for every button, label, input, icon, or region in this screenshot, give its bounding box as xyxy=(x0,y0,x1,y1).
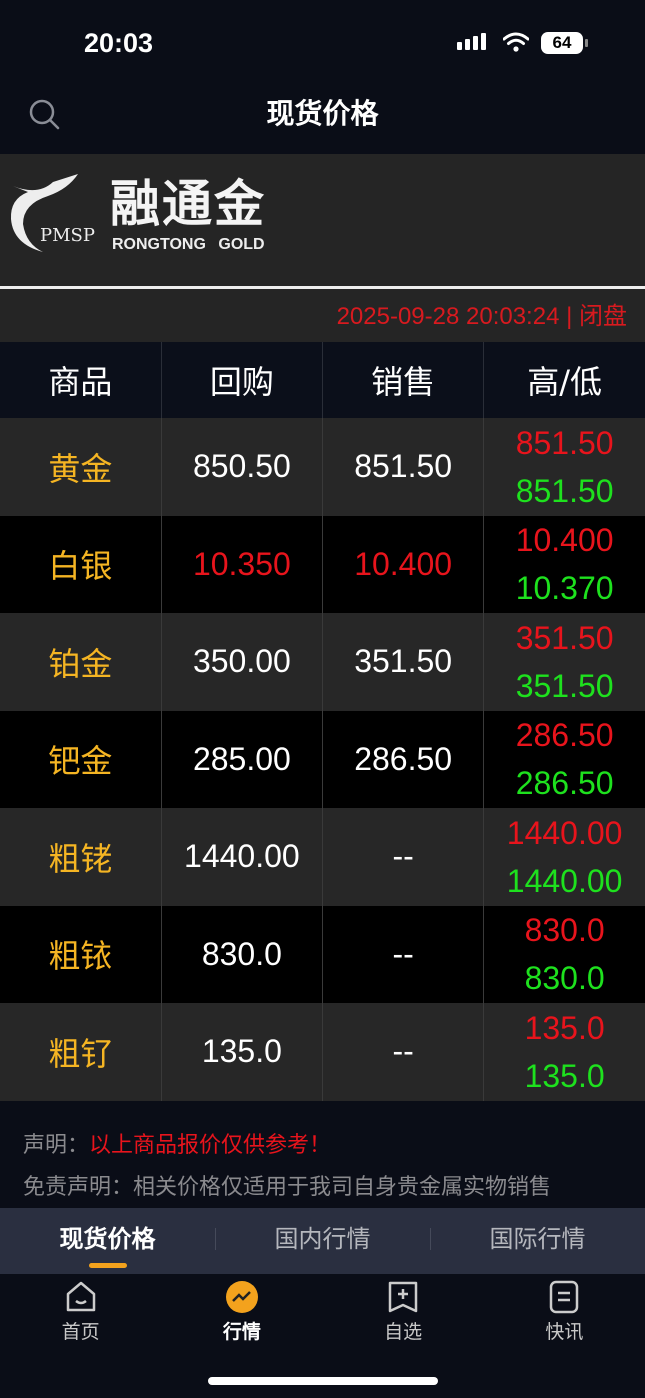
sell-price: 286.50 xyxy=(321,710,484,808)
low-price: 351.50 xyxy=(515,667,614,704)
notice-text: 以上商品报价仅供参考！ xyxy=(89,1133,332,1158)
low-price: 10.370 xyxy=(515,570,614,607)
table-header: 商品 回购 销售 高/低 xyxy=(0,342,645,418)
product-name: 白银 xyxy=(0,515,162,613)
nav-news-label: 快讯 xyxy=(545,1321,584,1343)
table-row[interactable]: 钯金 285.00 286.50 286.50 286.50 xyxy=(0,710,645,808)
home-indicator[interactable] xyxy=(208,1377,438,1385)
buyback-price: 1440.00 xyxy=(160,808,323,906)
page-title: 现货价格 xyxy=(266,97,379,130)
product-name: 粗钌 xyxy=(0,1003,162,1101)
disclaimer: 免责声明：相关价格仅适用于我司自身贵金属实物销售 xyxy=(23,1175,552,1200)
divider xyxy=(0,286,645,289)
low-price: 286.50 xyxy=(515,765,614,802)
high-low-cell: 135.0 135.0 xyxy=(483,1003,645,1101)
sell-price: 351.50 xyxy=(321,613,484,711)
high-low-cell: 1440.00 1440.00 xyxy=(483,808,645,906)
market-trend-icon xyxy=(225,1281,258,1313)
low-price: 1440.00 xyxy=(506,862,623,899)
high-price: 1440.00 xyxy=(506,814,623,851)
logo-dragon-icon xyxy=(10,174,78,252)
buyback-price: 285.00 xyxy=(160,710,323,808)
price-table: 商品 回购 销售 高/低 黄金 850.50 851.50 851.50 851.… xyxy=(0,342,645,1101)
high-price: 830.0 xyxy=(524,912,605,949)
home-icon xyxy=(66,1281,95,1312)
bookmark-add-icon xyxy=(388,1281,418,1313)
logo-mark: PMSP xyxy=(40,225,95,246)
product-name: 钯金 xyxy=(0,710,162,808)
bottom-nav: 首页 行情 自选 快讯 xyxy=(0,1274,645,1398)
product-name: 粗铑 xyxy=(0,808,162,906)
nav-watchlist[interactable]: 自选 xyxy=(323,1274,484,1398)
high-low-cell: 286.50 286.50 xyxy=(483,710,645,808)
signal-icon xyxy=(457,33,486,50)
high-low-cell: 10.400 10.370 xyxy=(483,515,645,613)
wifi-icon xyxy=(503,32,529,52)
battery-icon: 64 xyxy=(541,32,588,54)
buyback-price: 10.350 xyxy=(160,515,323,613)
update-timestamp: 2025-09-28 20:03:24 | 闭盘 xyxy=(0,289,645,342)
col-header-product: 商品 xyxy=(0,342,162,418)
low-price: 135.0 xyxy=(524,1057,605,1094)
sell-price: -- xyxy=(321,1003,484,1101)
buyback-price: 135.0 xyxy=(160,1003,323,1101)
notice: 声明：以上商品报价仅供参考！ xyxy=(23,1132,331,1160)
low-price: 851.50 xyxy=(515,472,614,509)
nav-home-label: 首页 xyxy=(61,1321,100,1343)
logo-text-cn: 融通金 xyxy=(110,175,266,233)
table-row[interactable]: 粗钌 135.0 -- 135.0 135.0 xyxy=(0,1003,645,1101)
buyback-price: 830.0 xyxy=(160,905,323,1003)
table-row[interactable]: 粗铑 1440.00 -- 1440.00 1440.00 xyxy=(0,808,645,906)
status-bar: 20:03 64 xyxy=(0,0,645,88)
product-name: 铂金 xyxy=(0,613,162,711)
buyback-price: 350.00 xyxy=(160,613,323,711)
high-price: 135.0 xyxy=(524,1009,605,1046)
tab-spot-price[interactable]: 现货价格 xyxy=(0,1208,215,1274)
high-price: 351.50 xyxy=(515,619,614,656)
low-price: 830.0 xyxy=(524,960,605,997)
sell-price: -- xyxy=(321,808,484,906)
table-row[interactable]: 白银 10.350 10.400 10.400 10.370 xyxy=(0,515,645,613)
notice-label: 声明： xyxy=(23,1133,90,1158)
tab-domestic-market[interactable]: 国内行情 xyxy=(215,1208,430,1274)
table-row[interactable]: 粗铱 830.0 -- 830.0 830.0 xyxy=(0,905,645,1003)
col-header-sell: 销售 xyxy=(321,342,484,418)
product-name: 黄金 xyxy=(0,418,162,516)
high-low-cell: 351.50 351.50 xyxy=(483,613,645,711)
col-header-high-low: 高/低 xyxy=(483,342,645,418)
col-header-buyback: 回购 xyxy=(160,342,323,418)
high-price: 286.50 xyxy=(515,717,614,754)
nav-news[interactable]: 快讯 xyxy=(484,1274,645,1398)
high-price: 851.50 xyxy=(515,424,614,461)
buyback-price: 850.50 xyxy=(160,418,323,516)
sell-price: -- xyxy=(321,905,484,1003)
table-row[interactable]: 铂金 350.00 351.50 351.50 351.50 xyxy=(0,613,645,711)
table-row[interactable]: 黄金 850.50 851.50 851.50 851.50 xyxy=(0,418,645,516)
brand-banner: PMSP 融通金 RONGTONG GOLD xyxy=(0,154,645,286)
nav-bar: 现货价格 xyxy=(0,88,645,154)
logo-text-en: RONGTONG GOLD xyxy=(112,236,265,253)
nav-market[interactable]: 行情 xyxy=(161,1274,322,1398)
nav-market-label: 行情 xyxy=(222,1321,261,1343)
tab-international-market[interactable]: 国际行情 xyxy=(430,1208,645,1274)
status-time: 20:03 xyxy=(84,28,154,58)
nav-watchlist-label: 自选 xyxy=(384,1321,423,1343)
product-name: 粗铱 xyxy=(0,905,162,1003)
sell-price: 851.50 xyxy=(321,418,484,516)
nav-home[interactable]: 首页 xyxy=(0,1274,161,1398)
high-price: 10.400 xyxy=(515,522,614,559)
news-icon xyxy=(550,1280,579,1314)
sub-tabs: 现货价格 国内行情 国际行情 xyxy=(0,1208,645,1274)
search-icon[interactable] xyxy=(28,98,60,130)
sell-price: 10.400 xyxy=(321,515,484,613)
high-low-cell: 851.50 851.50 xyxy=(483,418,645,516)
high-low-cell: 830.0 830.0 xyxy=(483,905,645,1003)
